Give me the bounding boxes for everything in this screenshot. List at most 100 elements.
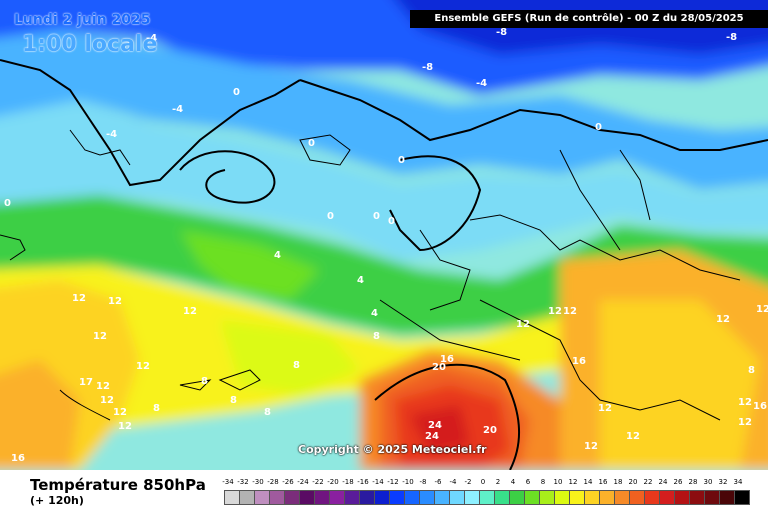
scale-swatch: [344, 490, 360, 505]
contour-label: 8: [264, 407, 271, 418]
contour-label: 0: [4, 198, 11, 209]
local-time: 1:00 locale: [22, 32, 158, 57]
scale-swatch: [419, 490, 435, 505]
contour-label: 12: [183, 306, 197, 317]
scale-label: 32: [718, 478, 728, 486]
scale-swatch: [254, 490, 270, 505]
contour-label: 12: [72, 293, 86, 304]
scale-label: -22: [312, 478, 324, 486]
scale-swatch: [359, 490, 375, 505]
scale-label: -26: [282, 478, 294, 486]
contour-label: 12: [716, 314, 730, 325]
scale-swatch: [659, 490, 675, 505]
scale-swatch: [554, 490, 570, 505]
scale-label: 4: [510, 478, 516, 486]
scale-label: 10: [553, 478, 563, 486]
contour-label: 12: [100, 395, 114, 406]
scale-swatch: [539, 490, 555, 505]
scale-swatch: [404, 490, 420, 505]
contour-label: -4: [106, 129, 117, 140]
contour-label: 4: [371, 308, 378, 319]
contour-label: 0: [595, 122, 602, 133]
copyright: Copyright © 2025 Meteociel.fr: [298, 443, 487, 456]
parameter-title: Température 850hPa: [30, 476, 206, 494]
scale-label: 16: [598, 478, 608, 486]
contour-label: 12: [563, 306, 577, 317]
scale-label: -6: [434, 478, 442, 486]
lead-time: (+ 120h): [30, 494, 84, 507]
scale-swatch: [479, 490, 495, 505]
contour-label: 0: [388, 216, 395, 227]
scale-label: -28: [267, 478, 279, 486]
scale-swatch: [734, 490, 750, 505]
contour-label: 4: [357, 275, 364, 286]
contour-label: -4: [172, 104, 183, 115]
scale-swatch: [329, 490, 345, 505]
contour-label: 8: [293, 360, 300, 371]
contour-label: 20: [432, 362, 446, 373]
contour-label: 12: [93, 331, 107, 342]
scale-swatch: [674, 490, 690, 505]
scale-swatch: [494, 490, 510, 505]
scale-swatch: [704, 490, 720, 505]
scale-swatch: [584, 490, 600, 505]
contour-label: 12: [113, 407, 127, 418]
scale-label: -8: [419, 478, 427, 486]
scale-swatch: [719, 490, 735, 505]
temperature-map: -8 -8 -8 -4 -4 -4 -4 0 0 0 0 0 0 0 0 4 4…: [0, 0, 768, 470]
scale-swatch: [284, 490, 300, 505]
scale-swatch: [224, 490, 240, 505]
scale-label: -34: [222, 478, 234, 486]
contour-label: 0: [327, 211, 334, 222]
contour-label: 12: [108, 296, 122, 307]
contour-label: -8: [422, 62, 433, 73]
contour-label: 24: [428, 420, 442, 431]
contour-label: 12: [96, 381, 110, 392]
scale-swatch: [629, 490, 645, 505]
contour-label: 12: [738, 417, 752, 428]
contour-label: 8: [153, 403, 160, 414]
scale-swatch: [434, 490, 450, 505]
contour-label: 0: [398, 155, 405, 166]
contour-label: 12: [516, 319, 530, 330]
contour-label: 12: [584, 441, 598, 452]
scale-label: 14: [583, 478, 593, 486]
contour-label: 12: [118, 421, 132, 432]
scale-label: 8: [540, 478, 546, 486]
contour-label: 8: [748, 365, 755, 376]
scale-swatch: [269, 490, 285, 505]
scale-label: 28: [688, 478, 698, 486]
scale-swatch: [389, 490, 405, 505]
scale-label: -4: [449, 478, 457, 486]
scale-swatch: [374, 490, 390, 505]
contour-label: 12: [136, 361, 150, 372]
contour-label: 8: [230, 395, 237, 406]
scale-label: 12: [568, 478, 578, 486]
scale-swatch: [449, 490, 465, 505]
contour-label: -8: [726, 32, 737, 43]
scale-label: 24: [658, 478, 668, 486]
scale-label: 18: [613, 478, 623, 486]
scale-label: 26: [673, 478, 683, 486]
scale-label: -32: [237, 478, 249, 486]
contour-label: 17: [79, 377, 93, 388]
scale-label: 20: [628, 478, 638, 486]
scale-swatch: [569, 490, 585, 505]
scale-label: 6: [525, 478, 531, 486]
contour-label: 12: [738, 397, 752, 408]
contour-label: 0: [308, 138, 315, 149]
contour-label: 16: [572, 356, 586, 367]
scale-label: 30: [703, 478, 713, 486]
scale-swatch: [314, 490, 330, 505]
contour-label: 8: [373, 331, 380, 342]
contour-label: 20: [483, 425, 497, 436]
scale-label: 22: [643, 478, 653, 486]
scale-label: -10: [402, 478, 414, 486]
scale-label: -16: [357, 478, 369, 486]
run-info: Ensemble GEFS (Run de contrôle) - 00 Z d…: [410, 10, 768, 28]
scale-swatch: [464, 490, 480, 505]
scale-label: -2: [464, 478, 472, 486]
scale-swatch: [509, 490, 525, 505]
contour-label: 12: [598, 403, 612, 414]
contour-label: 24: [425, 431, 439, 442]
